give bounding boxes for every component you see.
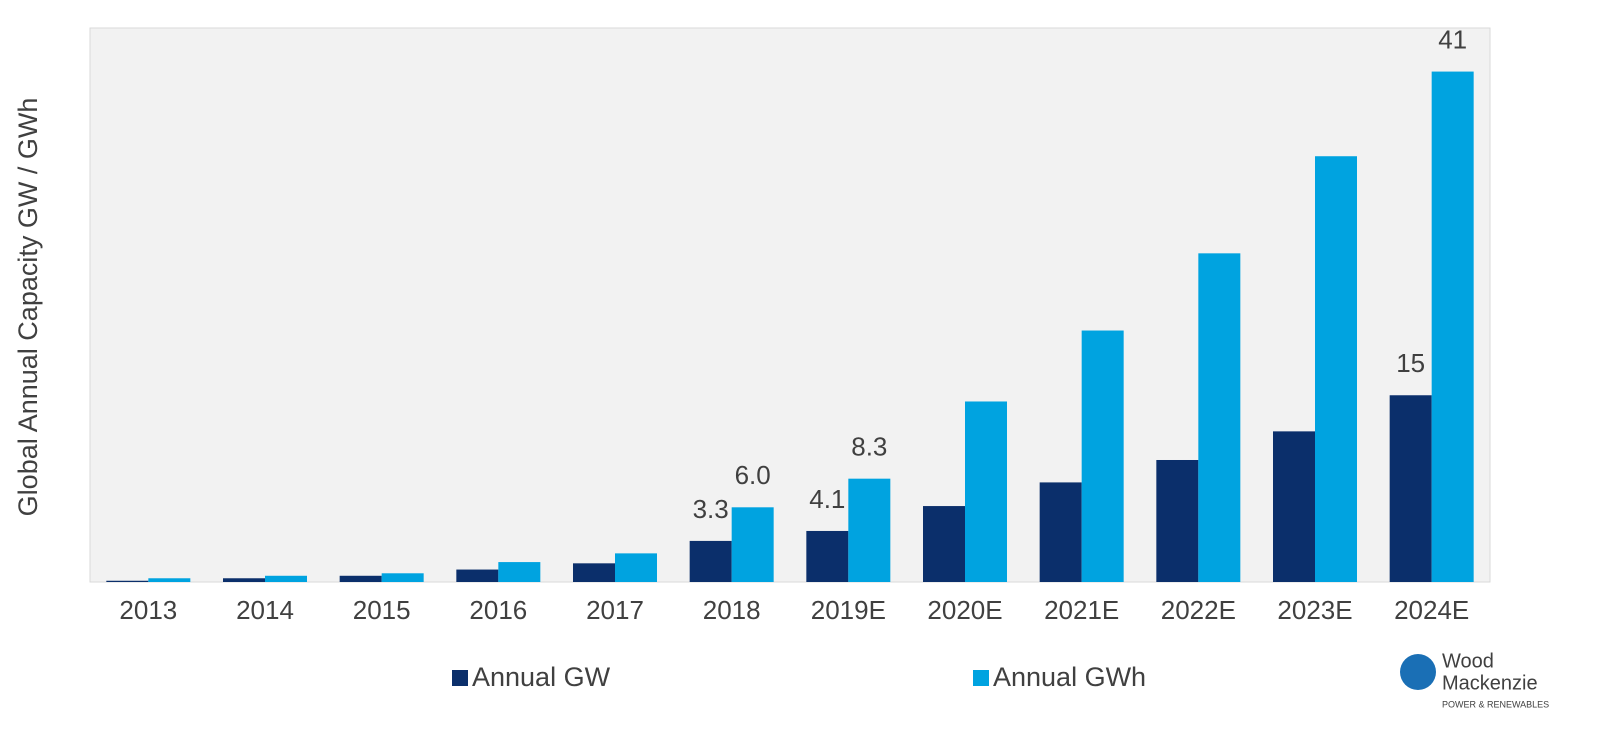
bar <box>806 530 849 582</box>
bar <box>339 575 382 582</box>
y-axis-label: Global Annual Capacity GW / GWh <box>13 98 43 517</box>
bar <box>498 562 541 582</box>
x-tick-label: 2014 <box>236 595 294 625</box>
bar <box>573 563 615 582</box>
x-tick-label: 2023E <box>1277 595 1352 625</box>
logo-text: Wood <box>1442 650 1494 672</box>
plot-area <box>89 27 1491 583</box>
x-tick-label: 2022E <box>1161 595 1236 625</box>
x-tick-label: 2017 <box>586 595 644 625</box>
logo-text: POWER & RENEWABLES <box>1442 699 1549 709</box>
logo: Wood Mackenzie POWER & RENEWABLES <box>1400 650 1549 709</box>
bar <box>1389 395 1432 582</box>
bar <box>381 573 424 582</box>
bar <box>148 578 191 582</box>
x-tick-label: 2019E <box>811 595 886 625</box>
bar <box>689 540 732 582</box>
bar <box>1198 253 1241 582</box>
x-tick-label: 2020E <box>927 595 1002 625</box>
data-label: 6.0 <box>735 460 771 490</box>
bar <box>1039 482 1082 582</box>
x-tick-label: 2015 <box>353 595 411 625</box>
bar <box>1431 71 1474 583</box>
logo-text: Mackenzie <box>1442 672 1538 694</box>
bar <box>223 578 265 582</box>
x-tick-label: 2024E <box>1394 595 1469 625</box>
legend-swatch <box>973 670 989 686</box>
legend-swatch <box>452 670 468 686</box>
x-tick-label: 2016 <box>469 595 527 625</box>
bar <box>1315 156 1357 582</box>
bar <box>456 569 499 582</box>
bar <box>965 401 1007 582</box>
bar <box>265 575 307 582</box>
data-label: 3.3 <box>693 494 729 524</box>
data-label: 8.3 <box>851 432 887 462</box>
logo-mark <box>1400 654 1436 690</box>
bar <box>731 507 774 582</box>
data-label: 4.1 <box>809 484 845 514</box>
x-tick-label: 2013 <box>119 595 177 625</box>
bar <box>106 580 149 582</box>
bar <box>1273 431 1315 582</box>
bar <box>615 553 657 582</box>
data-label: 15 <box>1396 348 1425 378</box>
bar <box>1156 459 1199 582</box>
data-label: 41 <box>1438 24 1467 54</box>
bar <box>1081 330 1124 582</box>
x-tick-label: 2018 <box>703 595 761 625</box>
bar <box>923 506 965 582</box>
bar <box>848 478 891 582</box>
legend-label: Annual GWh <box>993 662 1146 692</box>
x-tick-label: 2021E <box>1044 595 1119 625</box>
legend-label: Annual GW <box>472 662 611 692</box>
